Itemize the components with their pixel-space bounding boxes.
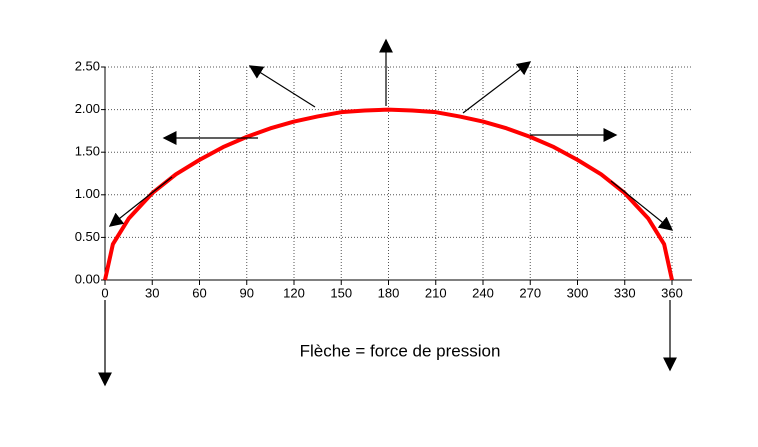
x-tick-label: 270	[519, 285, 541, 300]
arrow	[108, 176, 173, 227]
x-tick-label: 120	[283, 285, 305, 300]
x-tick-label: 90	[240, 285, 254, 300]
y-tick-label: 2.00	[75, 101, 100, 116]
x-tick-label: 330	[614, 285, 636, 300]
x-tick-label: 240	[472, 285, 494, 300]
y-tick-label: 0.50	[75, 229, 100, 244]
y-tick-label: 2.50	[75, 58, 100, 73]
x-tick-label: 0	[101, 285, 108, 300]
plot: 0.00 0.50 1.00 1.50 2.00 2.50 0 30 60 90 120 150 180…	[75, 58, 692, 300]
arrow	[610, 180, 674, 231]
annotation: Flèche = force de pression	[300, 341, 501, 360]
pressure-arrows	[98, 38, 677, 387]
x-tick-label: 300	[567, 285, 589, 300]
curve	[103, 107, 674, 281]
arrow	[248, 65, 316, 108]
x-tick-label: 210	[425, 285, 447, 300]
x-tick-label: 30	[145, 285, 159, 300]
arrow	[462, 61, 532, 114]
y-tick-label: 1.00	[75, 186, 100, 201]
x-tick-label: 360	[661, 285, 683, 300]
x-tick-label: 60	[192, 285, 206, 300]
x-tick-label: 180	[378, 285, 400, 300]
y-tick-label: 0.00	[75, 271, 100, 286]
x-tick-label: 150	[330, 285, 352, 300]
y-tick-label: 1.50	[75, 144, 100, 159]
